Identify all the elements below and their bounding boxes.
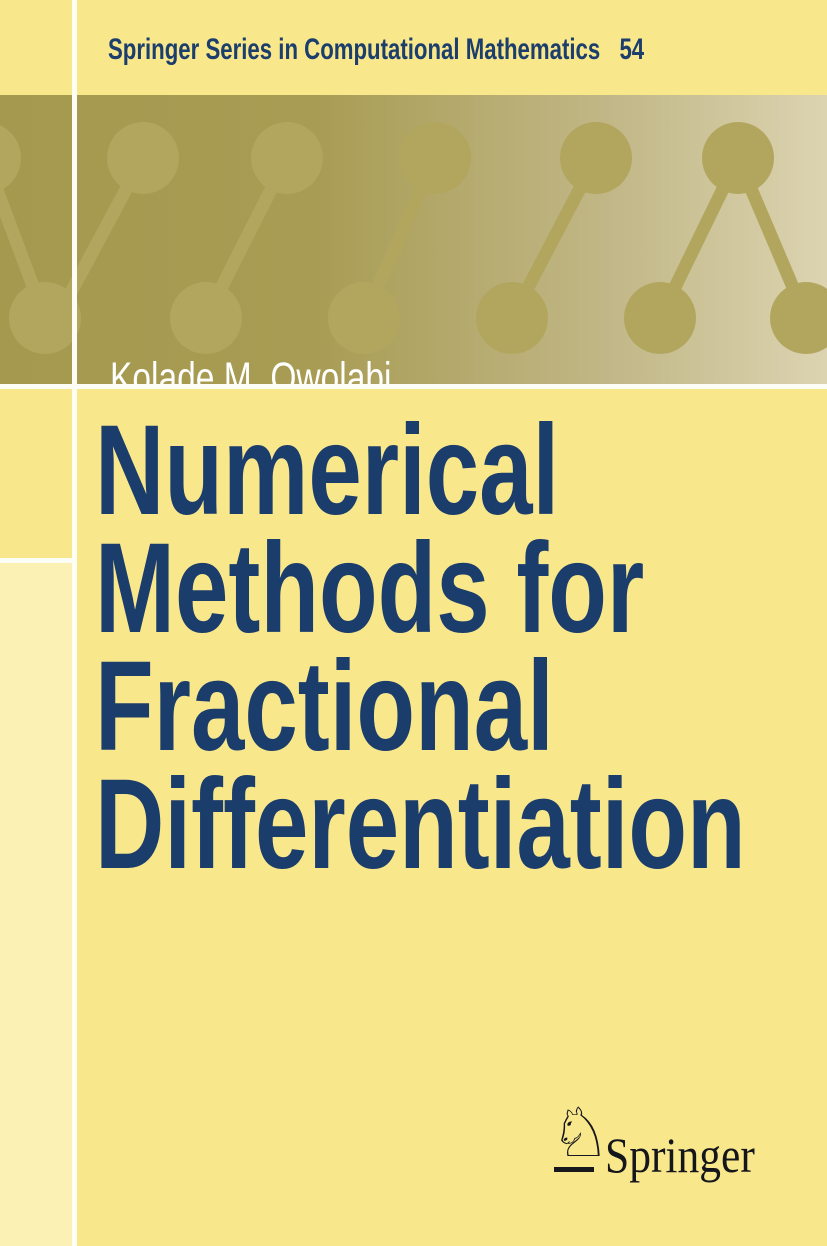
title-line: Methods for <box>95 517 645 660</box>
network-pattern <box>0 122 827 354</box>
series-title: Springer Series in Computational Mathema… <box>108 33 601 66</box>
author-name: Kolade M. Owolabi <box>110 354 392 384</box>
series-volume: 54 <box>619 33 645 66</box>
author-band: Kolade M. Owolabi Abdon Atangana <box>0 95 827 384</box>
series-header: Springer Series in Computational Mathema… <box>108 32 644 68</box>
publisher-logo: ♘ Springer <box>546 1100 806 1190</box>
springer-horse-icon: ♘ <box>550 1094 611 1173</box>
title-line: Numerical <box>95 399 560 542</box>
vertical-rule <box>72 0 77 1246</box>
title-line: Fractional <box>95 635 554 778</box>
book-title: Numerical Methods for Fractional Differe… <box>95 399 746 896</box>
springer-wordmark: Springer <box>605 1127 755 1183</box>
horizontal-rule <box>0 384 827 389</box>
author-names: Kolade M. Owolabi Abdon Atangana <box>110 353 392 384</box>
left-strip-divider <box>0 558 72 563</box>
left-pale-strip <box>0 563 72 1246</box>
springer-horse-underline <box>554 1167 594 1172</box>
title-line: Differentiation <box>95 753 746 896</box>
